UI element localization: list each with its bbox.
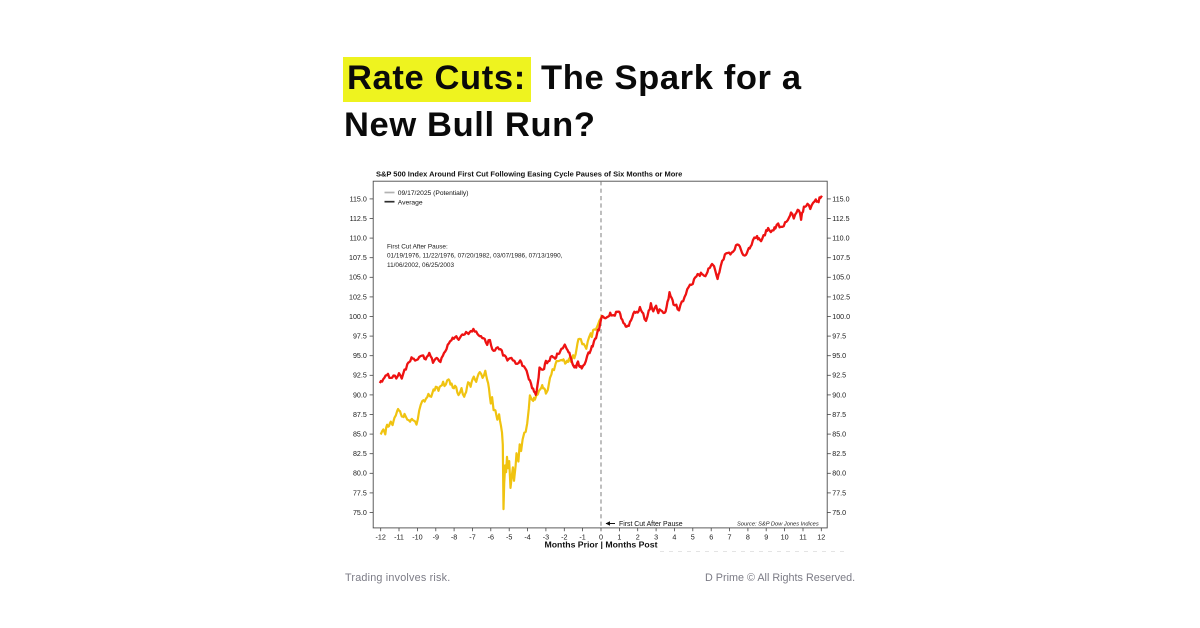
svg-text:92.5: 92.5 [353,372,367,380]
svg-text:77.5: 77.5 [353,489,367,497]
svg-text:110.0: 110.0 [350,235,367,243]
svg-text:97.5: 97.5 [832,333,846,341]
svg-text:95.0: 95.0 [832,352,846,360]
svg-text:85.0: 85.0 [832,431,846,439]
svg-text:85.0: 85.0 [353,431,367,439]
svg-text:Months Prior | Months Post: Months Prior | Months Post [545,540,658,550]
svg-text:75.0: 75.0 [353,509,367,517]
svg-text:-1: -1 [579,533,585,542]
svg-text:Source: S&P Dow Jones Indices: Source: S&P Dow Jones Indices [737,522,819,528]
svg-text:115.0: 115.0 [832,195,849,203]
svg-text:5: 5 [691,533,695,542]
svg-text:100.0: 100.0 [349,313,367,321]
svg-text:3: 3 [654,533,658,542]
svg-text:100.0: 100.0 [832,313,850,321]
svg-text:0: 0 [599,533,603,542]
svg-text:-10: -10 [412,533,422,542]
svg-text:82.5: 82.5 [832,450,846,458]
svg-text:110.0: 110.0 [832,235,849,243]
svg-text:-4: -4 [524,533,530,542]
svg-text:9: 9 [764,533,768,542]
svg-text:115.0: 115.0 [350,195,367,203]
svg-text:4: 4 [672,533,676,542]
svg-text:75.0: 75.0 [832,509,846,517]
svg-text:-3: -3 [543,533,549,542]
svg-text:97.5: 97.5 [353,333,367,341]
svg-text:95.0: 95.0 [353,352,367,360]
svg-text:10: 10 [781,533,789,542]
svg-text:-6: -6 [488,533,494,542]
svg-text:S&P 500 Index Around First Cut: S&P 500 Index Around First Cut Following… [376,170,682,179]
svg-text:2: 2 [636,533,640,542]
svg-text:-5: -5 [506,533,512,542]
svg-text:107.5: 107.5 [832,254,850,262]
svg-text:105.0: 105.0 [349,274,367,282]
svg-text:80.0: 80.0 [353,470,367,478]
svg-text:6: 6 [709,533,713,542]
svg-text:-12: -12 [376,533,386,542]
svg-text:87.5: 87.5 [832,411,846,419]
svg-text:90.0: 90.0 [832,391,846,399]
svg-text:7: 7 [728,533,732,542]
svg-text:Average: Average [398,199,423,206]
svg-text:12: 12 [817,533,825,542]
svg-text:1: 1 [617,533,621,542]
svg-text:102.5: 102.5 [349,293,367,301]
svg-text:11/06/2002, 06/25/2003: 11/06/2002, 06/25/2003 [387,262,454,269]
svg-text:92.5: 92.5 [832,372,846,380]
svg-text:112.5: 112.5 [350,215,367,223]
svg-text:11: 11 [799,533,806,542]
svg-text:-7: -7 [469,533,475,542]
svg-text:80.0: 80.0 [832,470,846,478]
svg-text:-8: -8 [451,533,457,542]
svg-text:01/19/1976, 11/22/1976, 07/20/: 01/19/1976, 11/22/1976, 07/20/1982, 03/0… [387,253,563,260]
svg-text:112.5: 112.5 [832,215,849,223]
svg-text:8: 8 [746,533,750,542]
svg-text:-9: -9 [433,533,439,542]
svg-text:-2: -2 [561,533,567,542]
svg-text:87.5: 87.5 [353,411,367,419]
svg-text:09/17/2025 (Potentially): 09/17/2025 (Potentially) [398,190,469,197]
svg-text:105.0: 105.0 [832,274,850,282]
svg-text:107.5: 107.5 [349,254,367,262]
svg-text:82.5: 82.5 [353,450,367,458]
svg-text:-11: -11 [394,533,404,542]
svg-text:90.0: 90.0 [353,391,367,399]
svg-text:First Cut After Pause: First Cut After Pause [619,521,683,528]
svg-text:77.5: 77.5 [832,489,846,497]
svg-text:102.5: 102.5 [832,293,850,301]
svg-text:First Cut After Pause:: First Cut After Pause: [387,243,448,250]
